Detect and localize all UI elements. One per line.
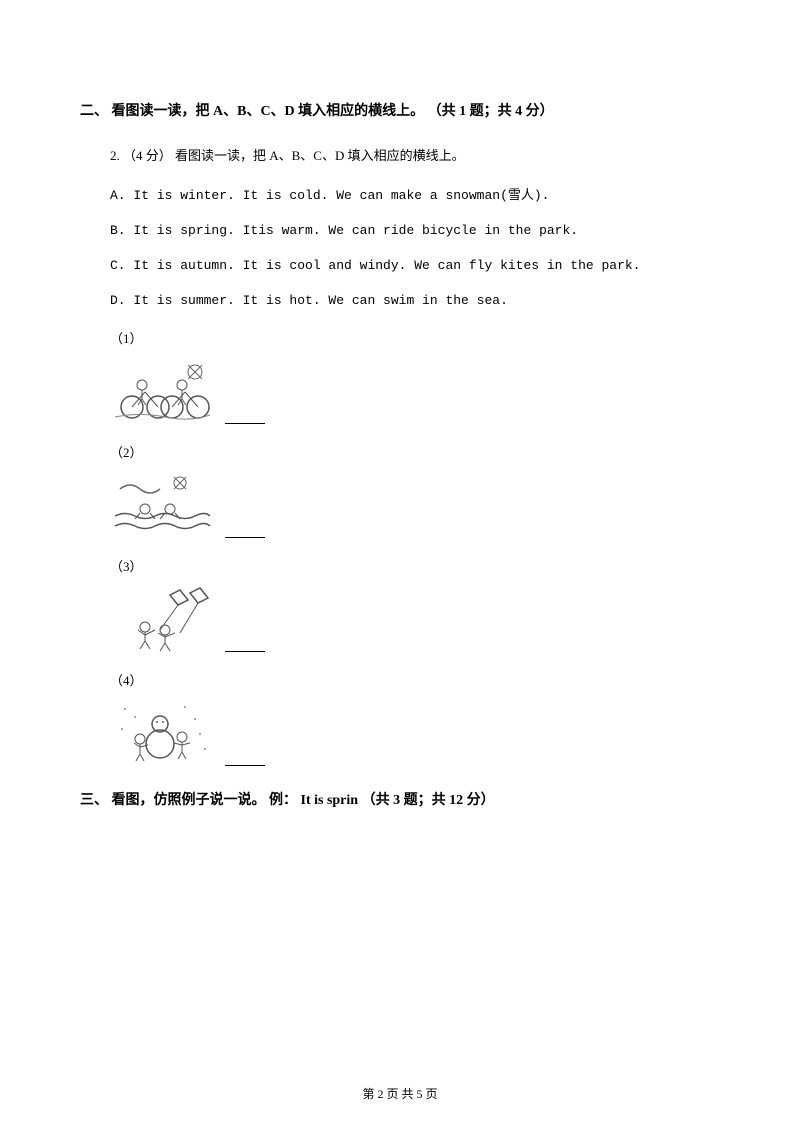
item-4-label: （4） bbox=[110, 670, 720, 689]
item-3-label: （3） bbox=[110, 556, 720, 575]
blank-3[interactable] bbox=[225, 651, 265, 652]
item-4-row bbox=[110, 699, 720, 769]
blank-4[interactable] bbox=[225, 765, 265, 766]
page-footer: 第 2 页 共 5 页 bbox=[0, 1085, 800, 1102]
section-2-title: 二、 看图读一读，把 A、B、C、D 填入相应的横线上。 （共 1 题；共 4 … bbox=[80, 100, 720, 120]
item-2-row bbox=[110, 471, 720, 541]
blank-2[interactable] bbox=[225, 537, 265, 538]
option-d: D. It is summer. It is hot. We can swim … bbox=[110, 293, 720, 308]
snowman-image bbox=[110, 699, 215, 769]
option-b: B. It is spring. Itis warm. We can ride … bbox=[110, 223, 720, 238]
swim-image bbox=[110, 471, 215, 541]
bicycle-image bbox=[110, 357, 215, 427]
option-a: A. It is winter. It is cold. We can make… bbox=[110, 184, 720, 203]
option-c: C. It is autumn. It is cool and windy. W… bbox=[110, 258, 720, 273]
section-3-title: 三、 看图，仿照例子说一说。 例： It is sprin （共 3 题；共 1… bbox=[80, 789, 720, 809]
item-3-row bbox=[110, 585, 720, 655]
kite-image bbox=[110, 585, 215, 655]
blank-1[interactable] bbox=[225, 423, 265, 424]
item-1-label: （1） bbox=[110, 328, 720, 347]
question-2-text: 2. （4 分） 看图读一读，把 A、B、C、D 填入相应的横线上。 bbox=[110, 145, 720, 164]
item-1-row bbox=[110, 357, 720, 427]
item-2-label: （2） bbox=[110, 442, 720, 461]
